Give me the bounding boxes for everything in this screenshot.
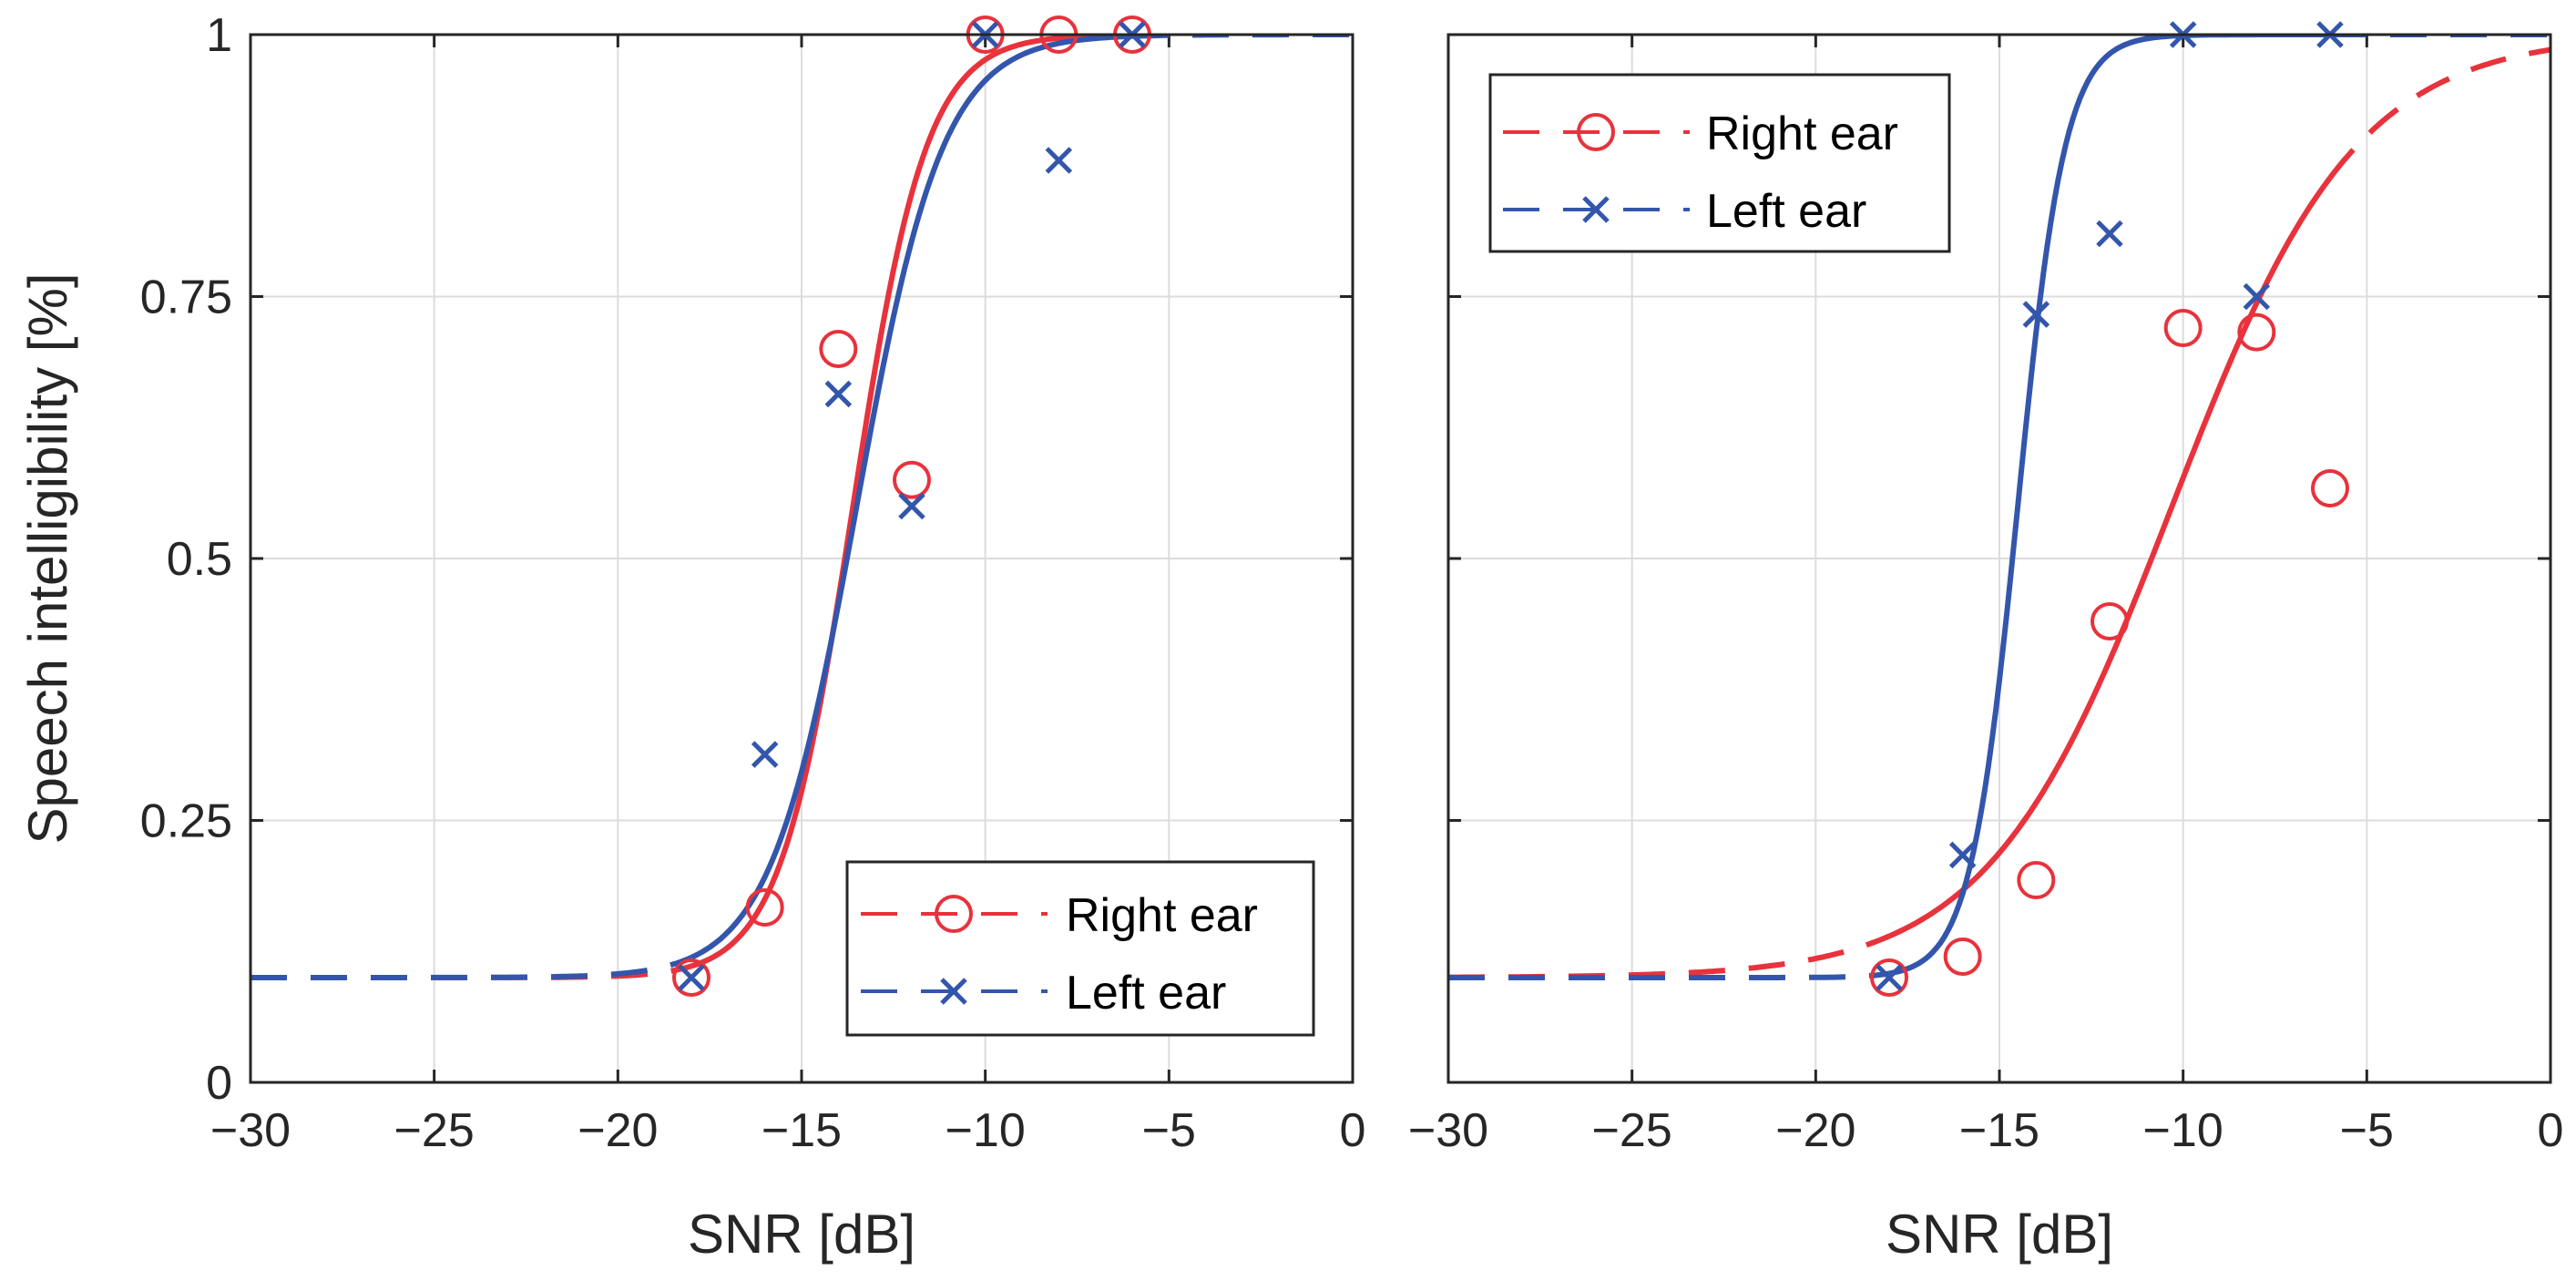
right-legend-entry-right: Right ear [1503, 108, 1898, 160]
right-axes-box [1446, 33, 2552, 1084]
right-legend-left-marker [1582, 196, 1610, 223]
right-legend-left-label: Left ear [1706, 185, 1866, 238]
right-left-fit-dashed-low [1448, 970, 1890, 980]
right-legend-entry-left: Left ear [1503, 185, 1866, 238]
left-right-point [745, 887, 784, 927]
right-right-point [2163, 309, 2203, 347]
left-axes-box [249, 33, 1354, 1084]
left-right-point [672, 958, 710, 997]
right-xtick-label: −30 [1408, 1104, 1488, 1157]
left-xtick-label: −20 [578, 1104, 658, 1157]
left-xtick-label: −10 [946, 1104, 1026, 1157]
left-xtick-label: −30 [210, 1104, 291, 1157]
right-legend-right-marker [1577, 113, 1615, 151]
right-right-fit-dashed-high [2327, 46, 2550, 180]
left-curves [250, 35, 1353, 980]
right-left-point [2096, 220, 2123, 248]
left-grid [250, 35, 1353, 1082]
left-ytick-label: 0.75 [140, 272, 232, 324]
right-legend: Right ear Left ear [1488, 73, 1951, 253]
right-xtick-label: −10 [2143, 1104, 2223, 1157]
right-xtick-label: −20 [1775, 1104, 1855, 1157]
left-legend: Right ear Left ear [845, 860, 1315, 1037]
left-right-point [819, 330, 858, 368]
right-markers [1870, 21, 2349, 997]
right-right-point [2090, 602, 2129, 640]
left-left-point [824, 380, 853, 408]
right-left-fit-solid [1888, 35, 2330, 977]
left-left-fit-solid [690, 35, 1133, 960]
left-left-point [751, 741, 779, 768]
left-right-fit-solid [690, 35, 1133, 969]
left-xtick-labels: −30 −25 −20 −15 −10 −5 0 [210, 1104, 1366, 1157]
right-right-point [1943, 938, 1982, 976]
left-ytick-label: 0 [206, 1057, 232, 1110]
right-right-point [2237, 313, 2276, 352]
left-legend-right-marker [935, 895, 973, 933]
right-xtick-labels: −30 −25 −20 −15 −10 −5 0 [1408, 1104, 2564, 1157]
left-xtick-label: 0 [1340, 1104, 1366, 1157]
right-curves [1448, 35, 2550, 980]
right-panel: −30 −25 −20 −15 −10 −5 0 SNR [dB] Right ear Le… [1408, 21, 2564, 1265]
right-left-point [2022, 301, 2050, 328]
left-ytick-label: 1 [206, 9, 232, 62]
right-xtick-label: −15 [1959, 1104, 2039, 1157]
left-legend-right-label: Right ear [1066, 889, 1258, 942]
left-legend-left-marker [940, 978, 967, 1005]
left-legend-left-label: Left ear [1066, 967, 1226, 1020]
left-legend-entry-left: Left ear [861, 967, 1226, 1020]
right-xtick-label: 0 [2538, 1104, 2564, 1157]
left-left-point [678, 964, 705, 991]
left-ytick-label: 0.25 [140, 795, 232, 848]
left-xtick-label: −25 [394, 1104, 475, 1157]
ylabel: Speech intelligibility [%] [17, 273, 78, 845]
right-right-point [1870, 958, 1908, 997]
right-left-point [2243, 282, 2271, 311]
right-legend-right-label: Right ear [1706, 108, 1898, 160]
right-legend-box [1488, 73, 1951, 253]
left-ytick-labels: 0 0.25 0.5 0.75 1 [140, 9, 232, 1110]
left-legend-entry-right: Right ear [861, 889, 1258, 942]
right-right-point [2017, 861, 2056, 900]
left-xlabel: SNR [dB] [688, 1204, 915, 1265]
right-xtick-label: −5 [2340, 1104, 2394, 1157]
right-left-point [1876, 964, 1903, 991]
right-xtick-label: −25 [1592, 1104, 1672, 1157]
left-legend-box [845, 860, 1315, 1037]
left-left-point [898, 492, 925, 520]
left-xtick-label: −15 [762, 1104, 842, 1157]
left-right-point [893, 460, 931, 499]
right-xlabel: SNR [dB] [1886, 1204, 2113, 1265]
left-panel: −30 −25 −20 −15 −10 −5 0 0 0.25 0.5 0.75 1 SNR [dB… [17, 9, 1365, 1265]
left-xtick-label: −5 [1142, 1104, 1196, 1157]
left-left-point [1045, 147, 1073, 174]
left-left-fit-dashed-low [250, 955, 693, 980]
right-left-point [1948, 841, 1977, 869]
left-ytick-label: 0.5 [167, 533, 232, 586]
right-right-point [2311, 468, 2349, 507]
